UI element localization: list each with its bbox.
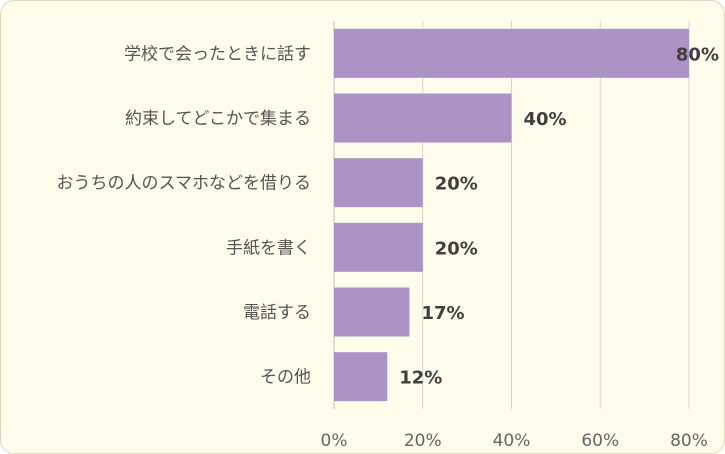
bar (334, 352, 388, 402)
bar (334, 287, 410, 337)
category-label: その他 (260, 368, 311, 388)
data-label: 40% (524, 109, 567, 130)
gridlines (333, 21, 690, 409)
bar (334, 93, 512, 143)
x-tick-label: 40% (493, 431, 531, 451)
data-label: 20% (435, 238, 478, 259)
data-label: 80% (676, 44, 719, 65)
category-label: おうちの人のスマホなどを借りる (57, 174, 312, 194)
data-label: 20% (435, 174, 478, 195)
x-tick-label: 80% (670, 431, 708, 451)
x-tick-label: 20% (404, 431, 442, 451)
data-label: 17% (421, 303, 464, 324)
bar (334, 222, 423, 272)
x-tick-label: 60% (581, 431, 619, 451)
data-label: 12% (399, 368, 442, 389)
category-label: 電話する (243, 303, 311, 323)
category-label: 手紙を書く (226, 238, 311, 258)
category-label: 学校で会ったときに話す (124, 44, 311, 64)
labels: 0% 20% 40% 60% 80% 学校で会ったときに話す 80% 約束してどこかで集まる 4… (57, 44, 720, 451)
bar (334, 28, 689, 78)
category-label: 約束してどこかで集まる (125, 109, 311, 129)
bar (334, 158, 423, 208)
x-tick-label: 0% (321, 431, 348, 451)
bars (334, 28, 689, 402)
